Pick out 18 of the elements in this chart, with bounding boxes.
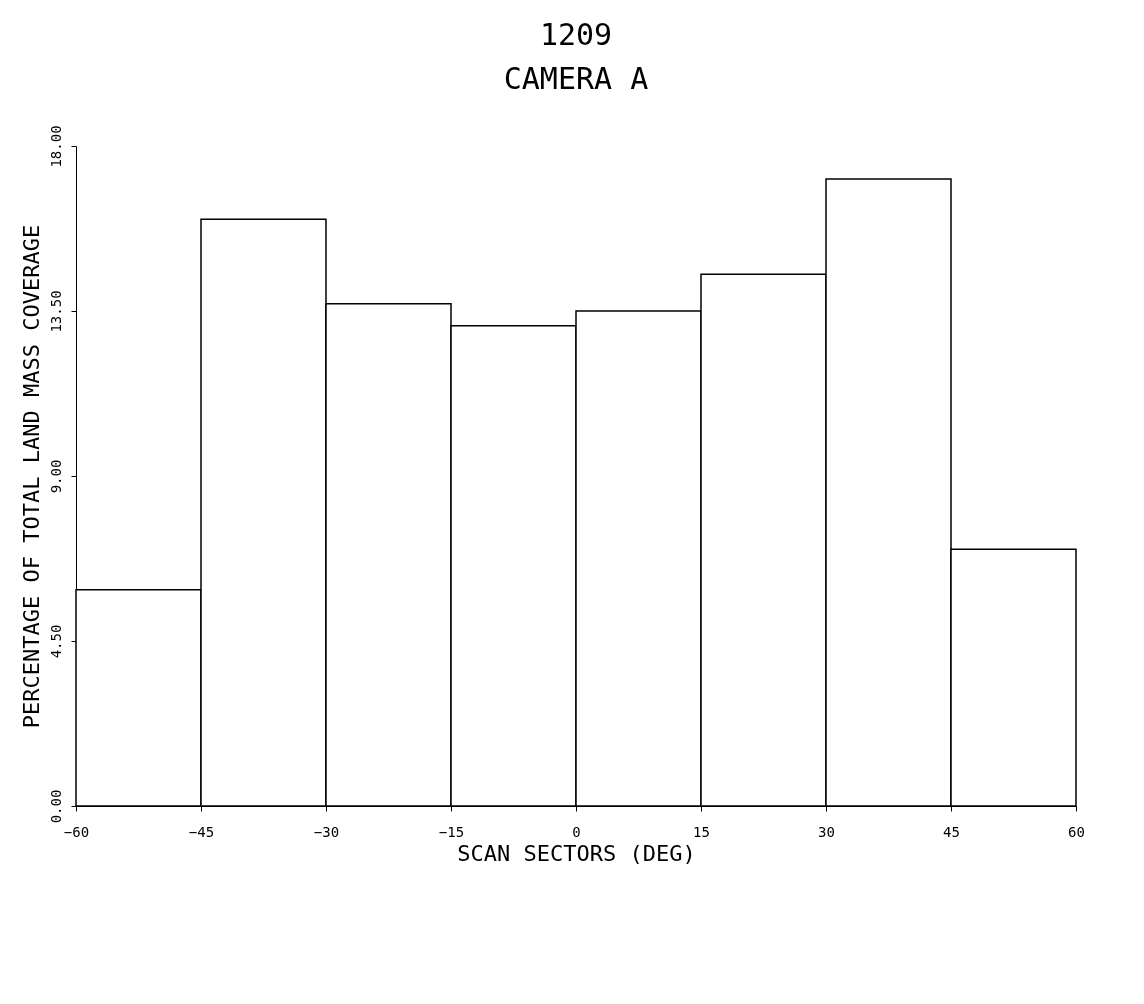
chart-subtitle: CAMERA A: [503, 60, 649, 96]
x-tick-label: 45: [943, 823, 960, 840]
x-tick-label: 30: [818, 823, 835, 840]
y-tick-label: 4.50: [47, 624, 64, 659]
y-tick-label: 0.00: [47, 789, 64, 824]
y-axis-title: PERCENTAGE OF TOTAL LAND MASS COVERAGE: [18, 224, 44, 729]
x-tick-label: 60: [1068, 823, 1085, 840]
x-tick-label: −30: [313, 823, 340, 840]
y-tick-label: 9.00: [47, 459, 64, 494]
y-tick-label: 18.00: [47, 125, 64, 168]
chart-title: 1209: [539, 16, 613, 52]
x-tick-label: 0: [572, 823, 581, 840]
x-tick-label: −15: [438, 823, 465, 840]
x-axis-title: SCAN SECTORS (DEG): [457, 840, 696, 866]
x-tick-label: −45: [188, 823, 215, 840]
x-tick-label: 15: [693, 823, 710, 840]
y-tick-label: 13.50: [47, 290, 64, 333]
x-tick-label: −60: [63, 823, 90, 840]
